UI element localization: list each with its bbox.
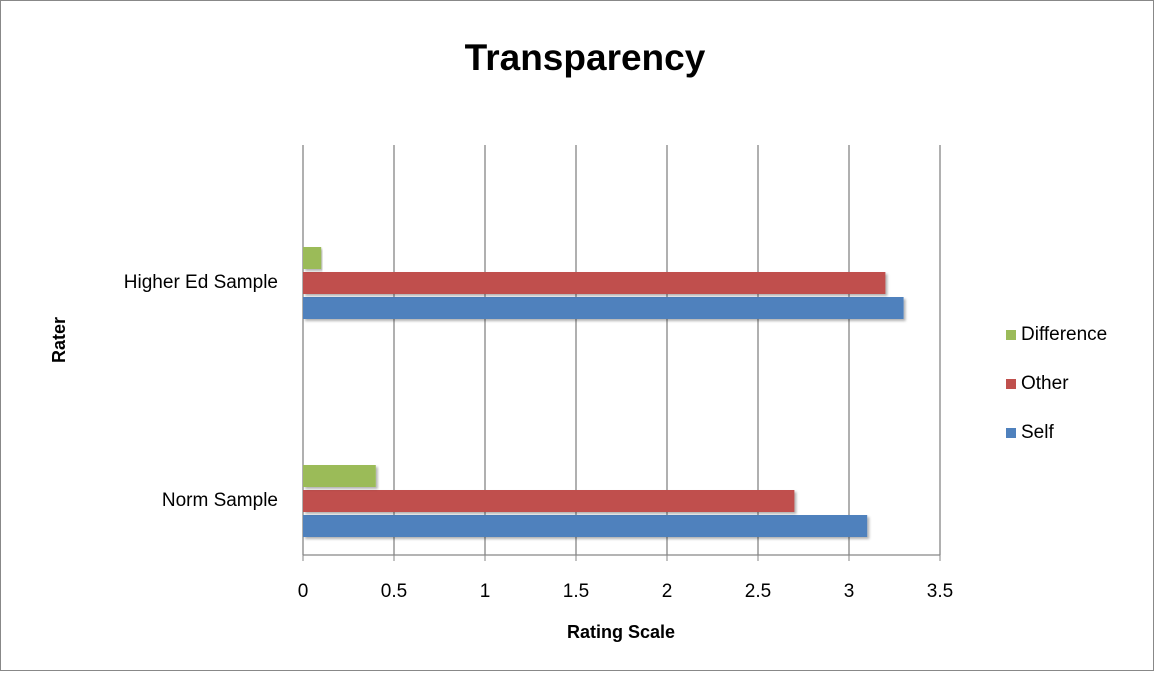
y-tick-label: Norm Sample: [162, 490, 278, 511]
x-tick-label: 1.5: [563, 581, 589, 602]
bar: [303, 247, 322, 269]
bar: [303, 515, 868, 537]
legend-swatch: [1006, 379, 1016, 389]
chart-title: Transparency: [465, 37, 706, 78]
bar: [303, 272, 886, 294]
y-axis-label: Rater: [49, 317, 69, 363]
x-tick-label: 3: [844, 581, 855, 602]
legend-label: Other: [1021, 373, 1069, 394]
x-tick-label: 1: [480, 581, 491, 602]
x-tick-label: 0.5: [381, 581, 407, 602]
legend-label: Difference: [1021, 324, 1107, 345]
x-tick-label: 0: [298, 581, 309, 602]
bar: [303, 465, 376, 487]
legend-swatch: [1006, 428, 1016, 438]
y-tick-label: Higher Ed Sample: [124, 272, 278, 293]
x-tick-label: 2.5: [745, 581, 771, 602]
x-axis-label: Rating Scale: [567, 622, 675, 642]
x-tick-label: 2: [662, 581, 673, 602]
legend-swatch: [1006, 330, 1016, 340]
legend-label: Self: [1021, 422, 1054, 443]
x-tick-label: 3.5: [927, 581, 953, 602]
bar: [303, 297, 904, 319]
bar: [303, 490, 795, 512]
